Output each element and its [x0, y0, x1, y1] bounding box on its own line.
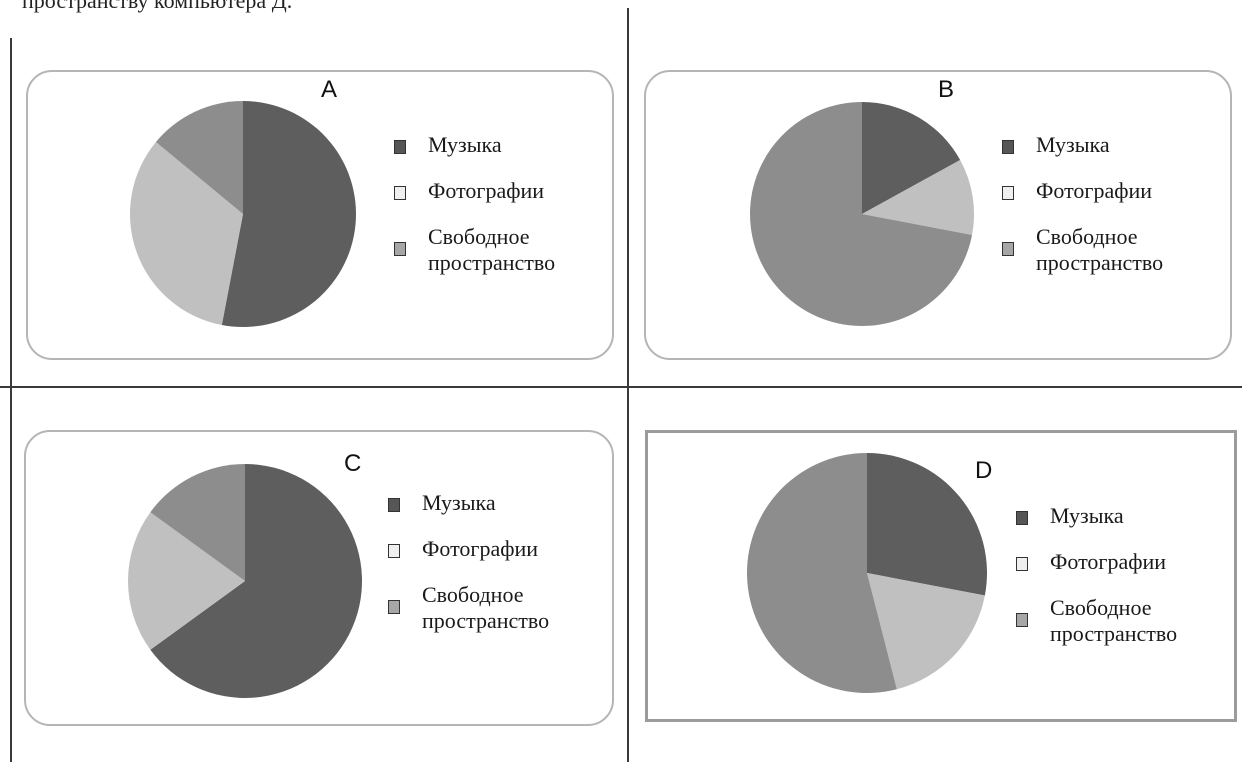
legend-label-free-space: Свободное пространство: [422, 582, 549, 634]
legend-label-music: Музыка: [1036, 132, 1110, 158]
pie-chart-c: [128, 464, 363, 698]
legend-label-line: Музыка: [422, 490, 496, 515]
legend-swatch-free-space: [388, 600, 400, 614]
legend-swatch-photos: [1016, 557, 1028, 571]
pie-chart-d: [746, 453, 987, 693]
legend-label-line: пространство: [1050, 621, 1178, 646]
legend-label-line: Музыка: [428, 132, 502, 157]
pie-slice-photos: [128, 512, 245, 650]
legend-label-free-space: Свободное пространство: [428, 224, 555, 276]
pie-slice-music: [150, 464, 363, 698]
pie-slice-free-space: [746, 453, 897, 693]
pie-slice-music: [221, 101, 356, 327]
pie-slice-free-space: [750, 102, 973, 326]
legend-swatch-music: [394, 140, 406, 154]
pie-slice-music: [862, 102, 961, 214]
legend-label-line: Свободное: [1036, 224, 1138, 249]
legend-label-line: Музыка: [1036, 132, 1110, 157]
chart-panel-d: D Музыка Фотографии Свободное пространство: [645, 430, 1237, 722]
pie-slice-free-space: [150, 464, 245, 581]
horizontal-divider: [0, 386, 1242, 388]
legend-swatch-photos: [388, 544, 400, 558]
legend-label-photos: Фотографии: [1050, 549, 1166, 575]
pie-slice-photos: [862, 160, 975, 235]
chart-label-c: C: [344, 450, 362, 477]
legend-label-line: Фотографии: [422, 536, 539, 561]
legend-label-free-space: Свободное пространство: [1036, 224, 1163, 276]
legend-label-line: Музыка: [1050, 503, 1124, 528]
pie-slice-photos: [129, 141, 243, 325]
pie-slice-photos: [867, 573, 985, 690]
legend-swatch-music: [1002, 140, 1014, 154]
chart-label-b: B: [938, 76, 955, 103]
legend-label-photos: Фотографии: [1036, 178, 1152, 204]
chart-label-a: A: [321, 76, 338, 103]
legend-label-line: пространство: [428, 250, 556, 275]
legend-label-music: Музыка: [428, 132, 502, 158]
legend-label-photos: Фотографии: [428, 178, 544, 204]
legend-swatch-music: [1016, 511, 1028, 525]
legend-swatch-photos: [1002, 186, 1014, 200]
pie-chart-b: [750, 102, 975, 326]
pie-slice-music: [867, 453, 987, 596]
chart-panel-b: B Музыка Фотографии Свободное пространство: [644, 70, 1232, 360]
legend-label-line: Фотографии: [428, 178, 545, 203]
vertical-divider-center: [627, 8, 629, 762]
pie-slice-free-space: [155, 101, 243, 214]
legend-swatch-photos: [394, 186, 406, 200]
legend-label-line: Свободное: [428, 224, 530, 249]
legend-label-line: Фотографии: [1050, 549, 1167, 574]
legend-label-free-space: Свободное пространство: [1050, 595, 1177, 647]
chart-label-d: D: [975, 457, 993, 484]
pie-chart-a: [129, 101, 356, 327]
legend-label-line: Фотографии: [1036, 178, 1153, 203]
legend-label-music: Музыка: [1050, 503, 1124, 529]
legend-swatch-free-space: [394, 242, 406, 256]
legend-label-line: пространство: [422, 608, 550, 633]
chart-panel-a: A Музыка Фотографии Свободное пространство: [26, 70, 614, 360]
legend-label-line: пространство: [1036, 250, 1164, 275]
vertical-divider-left: [10, 38, 12, 762]
chart-panel-c: C Музыка Фотографии Свободное пространство: [24, 430, 614, 726]
legend-label-line: Свободное: [422, 582, 524, 607]
legend-swatch-free-space: [1016, 613, 1028, 627]
legend-label-music: Музыка: [422, 490, 496, 516]
legend-label-photos: Фотографии: [422, 536, 538, 562]
header-text: пространству компьютера Д.: [22, 0, 293, 13]
legend-swatch-music: [388, 498, 400, 512]
legend-label-line: Свободное: [1050, 595, 1152, 620]
legend-swatch-free-space: [1002, 242, 1014, 256]
